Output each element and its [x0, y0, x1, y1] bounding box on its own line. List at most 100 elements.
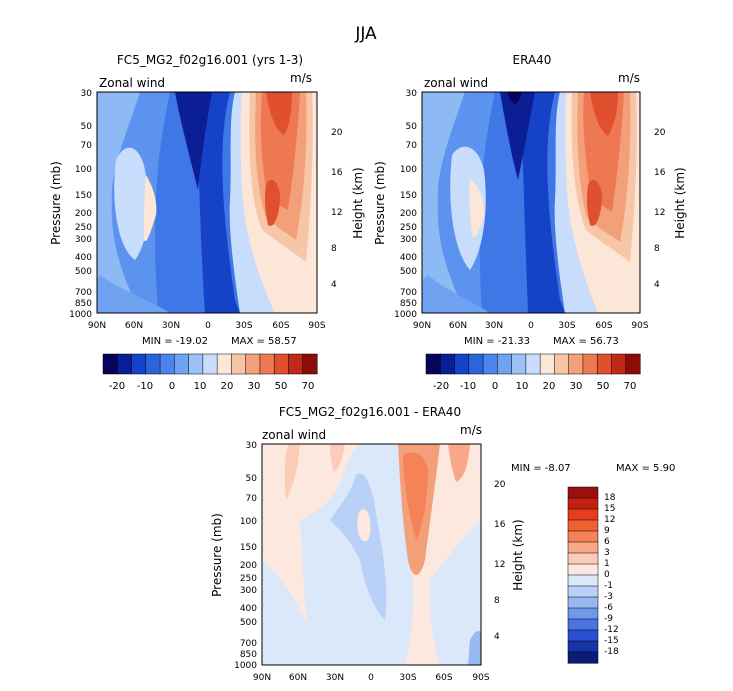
height-tick-label: 16 — [494, 520, 506, 530]
y-tick-label: 30 — [81, 89, 93, 99]
colorbar-swatch — [539, 353, 555, 375]
x-tick-label: 60N — [449, 321, 467, 331]
x-ticks: 90N 60N 30N 0 30S 60S 90S — [253, 673, 490, 683]
colorbar-label: 10 — [516, 381, 529, 392]
y-tick-label: 400 — [75, 253, 92, 263]
colorbar-swatch — [497, 353, 513, 375]
figure-title: JJA — [354, 24, 377, 44]
y-axis-label: Pressure (mb) — [373, 161, 387, 245]
contour-field — [97, 92, 317, 313]
x-tick-label: 90S — [308, 321, 325, 331]
colorbar-swatch — [567, 585, 599, 598]
y-tick-label: 1000 — [234, 661, 257, 671]
colorbar-label: -15 — [604, 636, 619, 646]
height-ticks: 20 16 12 8 4 — [494, 480, 506, 642]
colorbar-swatch — [174, 353, 190, 375]
x-tick-label: 60N — [289, 673, 307, 683]
colorbar-swatch — [567, 618, 599, 631]
colorbar-swatch — [567, 607, 599, 620]
x-tick-label: 30N — [485, 321, 503, 331]
y-ticks: 30 50 70 100 150 200 250 300 400 500 700… — [234, 441, 257, 671]
height-tick-label: 12 — [331, 208, 342, 218]
colorbar-labels: -20 -10 0 10 20 30 50 70 — [433, 381, 637, 392]
y-axis-label: Pressure (mb) — [49, 161, 63, 245]
colorbar-label: -6 — [604, 603, 613, 613]
y-axis-label-right: Height (km) — [351, 167, 365, 238]
colorbar-label: -1 — [604, 581, 613, 591]
colorbar-swatch — [582, 353, 598, 375]
colorbar-swatch — [567, 508, 599, 521]
colorbar-swatch — [145, 353, 161, 375]
y-tick-label: 850 — [400, 299, 417, 309]
height-tick-label: 16 — [331, 168, 343, 178]
colorbar-swatch — [568, 353, 584, 375]
colorbar-swatch — [567, 519, 599, 532]
y-tick-label: 500 — [75, 267, 92, 277]
colorbar-label: 10 — [194, 381, 207, 392]
units-label: m/s — [290, 71, 312, 85]
y-tick-label: 100 — [240, 517, 257, 527]
colorbar-label: -20 — [433, 381, 449, 392]
panel-title: FC5_MG2_f02g16.001 (yrs 1-3) — [117, 53, 303, 67]
height-tick-label: 20 — [654, 128, 666, 138]
colorbar-label: -20 — [109, 381, 125, 392]
max-label: MAX = 5.90 — [616, 463, 675, 474]
colorbar-swatch — [202, 353, 218, 375]
y-tick-label: 30 — [246, 441, 258, 451]
y-axis-label-right: Height (km) — [511, 519, 525, 590]
colorbar-swatch — [567, 640, 599, 653]
colorbar-swatch — [273, 353, 290, 375]
x-tick-label: 0 — [368, 673, 374, 683]
x-tick-label: 30S — [235, 321, 252, 331]
y-tick-label: 200 — [240, 561, 257, 571]
colorbar — [425, 353, 641, 375]
colorbar-label: -3 — [604, 592, 613, 602]
colorbar-label: 50 — [597, 381, 610, 392]
colorbar-label: 20 — [543, 381, 556, 392]
height-tick-label: 12 — [494, 560, 505, 570]
colorbar-label: 30 — [570, 381, 583, 392]
x-tick-label: 90S — [631, 321, 648, 331]
y-tick-label: 50 — [406, 122, 418, 132]
colorbar-label: 1 — [604, 559, 610, 569]
y-tick-label: 400 — [400, 253, 417, 263]
field-label: zonal wind — [262, 428, 326, 442]
field-label: zonal wind — [424, 76, 488, 90]
y-tick-label: 500 — [400, 267, 417, 277]
min-label: MIN = -19.02 — [142, 336, 208, 347]
colorbar-label: 30 — [248, 381, 261, 392]
colorbar-label: 6 — [604, 537, 610, 547]
x-tick-label: 60N — [125, 321, 143, 331]
colorbar-swatch — [302, 353, 318, 375]
colorbar-swatch — [102, 353, 118, 375]
colorbar-swatch — [567, 651, 599, 664]
colorbar-swatch — [625, 353, 641, 375]
colorbar-label: 15 — [604, 504, 615, 514]
contour-field — [262, 444, 481, 665]
y-tick-label: 150 — [240, 543, 257, 553]
y-tick-label: 700 — [400, 288, 417, 298]
height-tick-label: 8 — [654, 244, 660, 254]
field-label: Zonal wind — [99, 76, 165, 90]
x-tick-label: 90N — [88, 321, 106, 331]
colorbar-label: 70 — [302, 381, 315, 392]
y-tick-label: 300 — [400, 235, 417, 245]
max-label: MAX = 58.57 — [231, 336, 297, 347]
height-tick-label: 20 — [494, 480, 506, 490]
contour-field — [422, 92, 640, 313]
colorbar-swatch — [567, 552, 599, 565]
colorbar-swatch — [567, 596, 599, 609]
units-label: m/s — [618, 71, 640, 85]
height-tick-label: 16 — [654, 168, 666, 178]
panel-model: FC5_MG2_f02g16.001 (yrs 1-3) Zonal wind … — [49, 53, 365, 392]
height-tick-label: 8 — [331, 244, 337, 254]
colorbar-swatch — [567, 530, 599, 543]
colorbar-swatch — [231, 353, 247, 375]
y-tick-label: 50 — [246, 474, 258, 484]
y-tick-label: 200 — [400, 209, 417, 219]
colorbar — [567, 486, 599, 664]
colorbar-swatch — [245, 353, 261, 375]
y-tick-label: 150 — [75, 191, 92, 201]
y-tick-label: 100 — [75, 165, 92, 175]
